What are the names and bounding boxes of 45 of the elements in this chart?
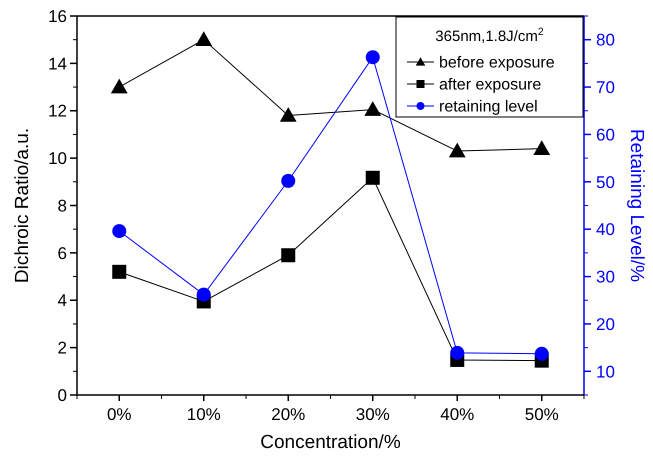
y-tick-label: 6 xyxy=(58,244,67,263)
legend-title: 365nm,1.8J/cm$^{2}$ xyxy=(435,26,544,45)
point xyxy=(112,264,126,279)
y-tick-label: 16 xyxy=(48,6,67,26)
point xyxy=(366,50,380,64)
x-tick-label: 10% xyxy=(186,405,221,424)
x-tick-label: 0% xyxy=(106,405,132,424)
y-tick-label: 8 xyxy=(58,196,67,216)
point xyxy=(196,288,211,302)
point xyxy=(195,31,212,46)
y2-tick-label: 70 xyxy=(596,78,615,98)
y-tick-label: 0 xyxy=(58,386,67,405)
x-tick-label: 20% xyxy=(271,405,306,424)
y2-tick-label: 30 xyxy=(596,268,615,287)
y-tick-label: 4 xyxy=(58,291,67,310)
point xyxy=(450,346,464,360)
point xyxy=(533,140,550,155)
y2-tick-label: 20 xyxy=(596,314,615,334)
point xyxy=(281,174,296,188)
x-tick-label: 40% xyxy=(440,405,474,424)
y2-tick-label: 40 xyxy=(596,220,615,240)
point xyxy=(112,224,126,238)
x-axis-title: Concentration/% xyxy=(260,432,401,453)
x-tick-label: 50% xyxy=(524,405,559,424)
point xyxy=(110,78,128,94)
y-tick-label: 12 xyxy=(48,102,67,121)
y2-tick-label: 10 xyxy=(596,362,615,382)
point xyxy=(448,142,466,158)
y-tick-label: 14 xyxy=(48,54,67,74)
y2-tick-label: 80 xyxy=(596,30,615,50)
point xyxy=(364,101,382,116)
y2-tick-label: 50 xyxy=(596,172,615,192)
y2-axis-title: Retaining Level/% xyxy=(626,128,647,282)
x-tick-label: 30% xyxy=(356,405,390,424)
legend-label: after exposure xyxy=(439,76,542,94)
y2-tick-label: 60 xyxy=(596,125,615,144)
y-tick-label: 10 xyxy=(48,149,67,168)
legend-label: retaining level xyxy=(439,98,538,116)
point xyxy=(366,170,380,185)
y-axis-title: Dichroic Ratio/a.u. xyxy=(12,128,33,284)
point xyxy=(280,107,297,122)
y-tick-label: 2 xyxy=(58,338,67,358)
point xyxy=(534,346,549,361)
point xyxy=(281,248,296,262)
legend-label: before exposure xyxy=(439,54,555,72)
